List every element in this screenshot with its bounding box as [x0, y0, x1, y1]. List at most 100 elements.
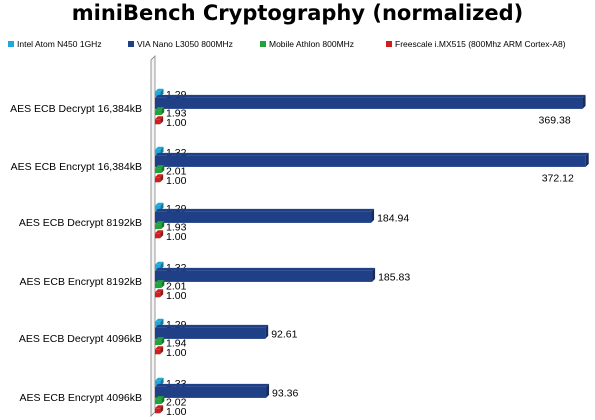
bar-freescale-i-mx515-800mhz-arm-cortex-a8-aes-ecb-decrypt-16-384kb-front — [155, 119, 161, 125]
bar-mobile-athlon-800mhz-aes-ecb-encrypt-16-384kb-front — [155, 168, 162, 174]
bar-intel-atom-n450-1ghz-aes-ecb-encrypt-4096kb-top — [155, 377, 164, 381]
category-label-aes-ecb-decrypt-8192kb: AES ECB Decrypt 8192kB — [19, 217, 142, 229]
bar-via-nano-l3050-800mhz-aes-ecb-decrypt-8192kb — [155, 208, 375, 223]
bar-via-nano-l3050-800mhz-aes-ecb-decrypt-4096kb — [155, 324, 269, 339]
bar-freescale-i-mx515-800mhz-arm-cortex-a8-aes-ecb-encrypt-4096kb — [155, 405, 164, 414]
bar-intel-atom-n450-1ghz-aes-ecb-decrypt-4096kb — [155, 318, 164, 327]
bar-intel-atom-n450-1ghz-aes-ecb-decrypt-8192kb — [155, 202, 164, 211]
bar-intel-atom-n450-1ghz-aes-ecb-decrypt-8192kb-side — [160, 202, 164, 211]
bar-via-nano-l3050-800mhz-aes-ecb-encrypt-16-384kb-front — [155, 155, 586, 167]
bar-mobile-athlon-800mhz-aes-ecb-encrypt-8192kb-top — [155, 280, 165, 284]
legend-swatch-via-nano — [128, 41, 134, 47]
legend: Intel Atom N450 1GHz VIA Nano L3050 800M… — [4, 38, 594, 50]
bar-via-nano-l3050-800mhz-aes-ecb-decrypt-16-384kb-front — [155, 97, 583, 109]
bar-intel-atom-n450-1ghz-aes-ecb-decrypt-16-384kb-side — [160, 88, 164, 97]
bar-via-nano-l3050-800mhz-aes-ecb-encrypt-8192kb-front — [155, 270, 373, 282]
bar-mobile-athlon-800mhz-aes-ecb-decrypt-8192kb-top — [155, 221, 165, 225]
bar-freescale-i-mx515-800mhz-arm-cortex-a8-aes-ecb-encrypt-4096kb-front — [155, 408, 161, 414]
legend-item-mobile-athlon: Mobile Athlon 800MHz — [260, 38, 354, 50]
bar-intel-atom-n450-1ghz-aes-ecb-decrypt-8192kb-front — [155, 205, 161, 211]
value-label-mobile-athlon-800mhz-aes-ecb-encrypt-8192kb: 2.01 — [166, 281, 187, 293]
bar-mobile-athlon-800mhz-aes-ecb-decrypt-4096kb — [155, 337, 165, 346]
legend-swatch-freescale — [386, 41, 392, 47]
bar-via-nano-l3050-800mhz-aes-ecb-encrypt-8192kb-side — [372, 267, 376, 282]
bar-via-nano-l3050-800mhz-aes-ecb-decrypt-8192kb-top — [155, 208, 375, 212]
bar-intel-atom-n450-1ghz-aes-ecb-encrypt-8192kb-front — [155, 264, 161, 270]
bar-mobile-athlon-800mhz-aes-ecb-decrypt-16-384kb-top — [155, 107, 165, 111]
bar-mobile-athlon-800mhz-aes-ecb-decrypt-4096kb-front — [155, 340, 162, 346]
bar-mobile-athlon-800mhz-aes-ecb-decrypt-4096kb-side — [161, 337, 165, 346]
bar-intel-atom-n450-1ghz-aes-ecb-encrypt-8192kb — [155, 261, 164, 270]
value-label-freescale-i-mx515-800mhz-arm-cortex-a8-aes-ecb-encrypt-16-384kb: 1.00 — [166, 175, 187, 187]
value-label-via-nano-l3050-800mhz-aes-ecb-decrypt-8192kb: 184.94 — [377, 212, 409, 224]
bar-mobile-athlon-800mhz-aes-ecb-decrypt-8192kb — [155, 221, 165, 230]
bar-mobile-athlon-800mhz-aes-ecb-encrypt-4096kb-top — [155, 396, 165, 400]
bar-via-nano-l3050-800mhz-aes-ecb-encrypt-16-384kb — [155, 152, 589, 167]
bar-freescale-i-mx515-800mhz-arm-cortex-a8-aes-ecb-decrypt-4096kb-top — [155, 346, 164, 350]
value-label-freescale-i-mx515-800mhz-arm-cortex-a8-aes-ecb-encrypt-8192kb: 1.00 — [166, 290, 187, 302]
bar-intel-atom-n450-1ghz-aes-ecb-encrypt-4096kb — [155, 377, 164, 386]
bar-via-nano-l3050-800mhz-aes-ecb-encrypt-16-384kb-top — [155, 152, 589, 156]
bar-intel-atom-n450-1ghz-aes-ecb-encrypt-8192kb-side — [160, 261, 164, 270]
value-label-mobile-athlon-800mhz-aes-ecb-decrypt-16-384kb: 1.93 — [166, 108, 187, 120]
bar-mobile-athlon-800mhz-aes-ecb-encrypt-4096kb-side — [161, 396, 165, 405]
bar-freescale-i-mx515-800mhz-arm-cortex-a8-aes-ecb-decrypt-16-384kb-top — [155, 116, 164, 120]
bar-mobile-athlon-800mhz-aes-ecb-encrypt-16-384kb — [155, 165, 165, 174]
bar-via-nano-l3050-800mhz-aes-ecb-encrypt-4096kb-top — [155, 383, 270, 387]
bar-via-nano-l3050-800mhz-aes-ecb-decrypt-16-384kb-side — [582, 94, 586, 109]
bar-intel-atom-n450-1ghz-aes-ecb-decrypt-16-384kb-front — [155, 91, 161, 97]
bar-via-nano-l3050-800mhz-aes-ecb-decrypt-16-384kb — [155, 94, 586, 109]
legend-label-mobile-athlon: Mobile Athlon 800MHz — [269, 39, 355, 49]
value-label-mobile-athlon-800mhz-aes-ecb-decrypt-4096kb: 1.94 — [166, 338, 187, 350]
bar-freescale-i-mx515-800mhz-arm-cortex-a8-aes-ecb-decrypt-4096kb — [155, 346, 164, 355]
category-label-aes-ecb-encrypt-8192kb: AES ECB Encrypt 8192kB — [19, 276, 142, 288]
bar-mobile-athlon-800mhz-aes-ecb-decrypt-16-384kb-side — [161, 107, 165, 116]
value-label-freescale-i-mx515-800mhz-arm-cortex-a8-aes-ecb-encrypt-4096kb: 1.00 — [166, 406, 187, 418]
bar-via-nano-l3050-800mhz-aes-ecb-encrypt-4096kb — [155, 383, 270, 398]
value-label-via-nano-l3050-800mhz-aes-ecb-decrypt-4096kb: 92.61 — [271, 328, 297, 340]
bar-freescale-i-mx515-800mhz-arm-cortex-a8-aes-ecb-decrypt-4096kb-front — [155, 349, 161, 355]
bar-via-nano-l3050-800mhz-aes-ecb-encrypt-8192kb-top — [155, 267, 376, 271]
bar-freescale-i-mx515-800mhz-arm-cortex-a8-aes-ecb-decrypt-8192kb-top — [155, 230, 164, 234]
value-label-via-nano-l3050-800mhz-aes-ecb-encrypt-8192kb: 185.83 — [378, 271, 410, 283]
bar-freescale-i-mx515-800mhz-arm-cortex-a8-aes-ecb-decrypt-8192kb — [155, 230, 164, 239]
legend-item-intel-atom: Intel Atom N450 1GHz — [8, 38, 102, 50]
bar-freescale-i-mx515-800mhz-arm-cortex-a8-aes-ecb-encrypt-4096kb-side — [160, 405, 164, 414]
bar-intel-atom-n450-1ghz-aes-ecb-encrypt-16-384kb-top — [155, 146, 164, 150]
bar-mobile-athlon-800mhz-aes-ecb-encrypt-16-384kb-top — [155, 165, 165, 169]
bar-via-nano-l3050-800mhz-aes-ecb-decrypt-4096kb-side — [265, 324, 269, 339]
bar-freescale-i-mx515-800mhz-arm-cortex-a8-aes-ecb-decrypt-16-384kb-side — [160, 116, 164, 125]
value-label-via-nano-l3050-800mhz-aes-ecb-decrypt-16-384kb: 369.38 — [539, 114, 571, 126]
bar-via-nano-l3050-800mhz-aes-ecb-decrypt-4096kb-front — [155, 327, 266, 339]
value-label-mobile-athlon-800mhz-aes-ecb-encrypt-16-384kb: 2.01 — [166, 166, 187, 178]
bar-mobile-athlon-800mhz-aes-ecb-encrypt-8192kb-side — [161, 280, 165, 289]
bar-freescale-i-mx515-800mhz-arm-cortex-a8-aes-ecb-decrypt-8192kb-front — [155, 233, 161, 239]
bar-freescale-i-mx515-800mhz-arm-cortex-a8-aes-ecb-encrypt-16-384kb-front — [155, 177, 161, 183]
bar-mobile-athlon-800mhz-aes-ecb-encrypt-16-384kb-side — [161, 165, 165, 174]
bar-intel-atom-n450-1ghz-aes-ecb-encrypt-16-384kb-side — [160, 146, 164, 155]
bar-intel-atom-n450-1ghz-aes-ecb-decrypt-16-384kb — [155, 88, 164, 97]
bar-mobile-athlon-800mhz-aes-ecb-decrypt-16-384kb-front — [155, 110, 162, 116]
bar-intel-atom-n450-1ghz-aes-ecb-decrypt-4096kb-front — [155, 321, 161, 327]
value-axis-wall — [150, 55, 156, 417]
bar-intel-atom-n450-1ghz-aes-ecb-encrypt-4096kb-front — [155, 380, 161, 386]
category-label-aes-ecb-decrypt-4096kb: AES ECB Decrypt 4096kB — [19, 333, 142, 345]
bar-freescale-i-mx515-800mhz-arm-cortex-a8-aes-ecb-decrypt-4096kb-side — [160, 346, 164, 355]
bar-mobile-athlon-800mhz-aes-ecb-encrypt-8192kb-front — [155, 283, 162, 289]
bar-freescale-i-mx515-800mhz-arm-cortex-a8-aes-ecb-encrypt-4096kb-top — [155, 405, 164, 409]
value-label-freescale-i-mx515-800mhz-arm-cortex-a8-aes-ecb-decrypt-8192kb: 1.00 — [166, 231, 187, 243]
bar-freescale-i-mx515-800mhz-arm-cortex-a8-aes-ecb-encrypt-8192kb-top — [155, 289, 164, 293]
bar-freescale-i-mx515-800mhz-arm-cortex-a8-aes-ecb-decrypt-16-384kb — [155, 116, 164, 125]
legend-swatch-intel-atom — [8, 41, 14, 47]
bar-mobile-athlon-800mhz-aes-ecb-encrypt-4096kb-front — [155, 399, 162, 405]
bar-intel-atom-n450-1ghz-aes-ecb-decrypt-4096kb-top — [155, 318, 164, 322]
value-label-mobile-athlon-800mhz-aes-ecb-encrypt-4096kb: 2.02 — [166, 397, 187, 409]
bar-intel-atom-n450-1ghz-aes-ecb-decrypt-4096kb-side — [160, 318, 164, 327]
legend-label-intel-atom: Intel Atom N450 1GHz — [17, 39, 102, 49]
category-label-aes-ecb-encrypt-4096kb: AES ECB Encrypt 4096kB — [19, 392, 142, 404]
bar-via-nano-l3050-800mhz-aes-ecb-encrypt-4096kb-front — [155, 386, 267, 398]
bar-mobile-athlon-800mhz-aes-ecb-decrypt-8192kb-front — [155, 224, 162, 230]
bar-intel-atom-n450-1ghz-aes-ecb-encrypt-16-384kb — [155, 146, 164, 155]
